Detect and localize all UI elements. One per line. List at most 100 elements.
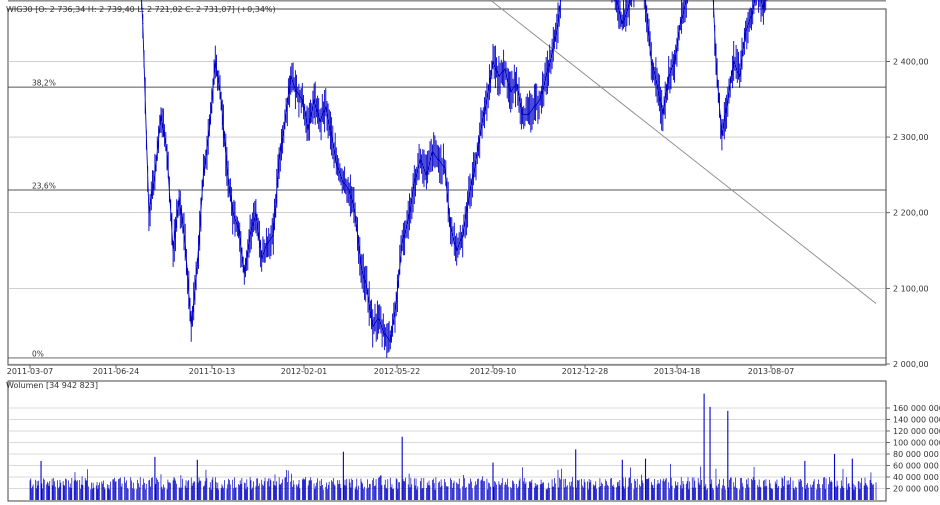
price-point bbox=[539, 98, 541, 100]
price-point bbox=[685, 0, 687, 2]
volume-y-tick-label: 60 000 000 bbox=[893, 462, 939, 471]
fib-level-label: 0% bbox=[32, 349, 44, 358]
price-point bbox=[486, 98, 488, 100]
volume-y-tick-label: 120 000 000 bbox=[893, 427, 940, 436]
price-point bbox=[166, 151, 168, 153]
price-point bbox=[178, 196, 180, 199]
price-point bbox=[313, 98, 315, 100]
price-point bbox=[474, 166, 476, 168]
volume-chart: 20 000 000 40 000 000 60 000 000 80 000 000… bbox=[6, 380, 940, 502]
price-point bbox=[154, 174, 156, 176]
price-point bbox=[360, 265, 362, 267]
price-point bbox=[290, 75, 292, 78]
price-point bbox=[498, 75, 500, 78]
price-y-tick-label: 2 200,00 bbox=[893, 209, 929, 218]
price-point bbox=[354, 212, 356, 214]
price-point bbox=[226, 166, 228, 168]
price-point bbox=[148, 212, 150, 214]
price-point bbox=[196, 265, 198, 267]
price-point bbox=[331, 136, 333, 138]
volume-y-tick-label: 160 000 000 bbox=[893, 404, 940, 413]
price-point bbox=[261, 257, 263, 259]
price-point bbox=[762, 7, 764, 10]
price-point bbox=[184, 242, 186, 244]
volume-frame bbox=[7, 380, 887, 502]
price-point bbox=[383, 333, 386, 335]
price-header: WIG30 [O: 2 736,34 H: 2 739,40 L: 2 721,… bbox=[6, 5, 276, 14]
price-y-axis: 2 000,00 2 100,00 2 200,00 2 300,00 2 400,00… bbox=[886, 57, 929, 369]
price-point bbox=[366, 287, 368, 289]
price-y-tick-label: 2 100,00 bbox=[893, 284, 929, 293]
price-point bbox=[627, 7, 629, 10]
price-y-tick-label: 2 400,00 bbox=[893, 57, 929, 66]
price-point bbox=[527, 113, 530, 115]
price-point bbox=[413, 181, 415, 184]
price-point bbox=[510, 91, 512, 93]
price-point bbox=[533, 106, 535, 108]
price-point bbox=[650, 60, 652, 63]
price-point bbox=[208, 128, 211, 131]
price-point bbox=[419, 159, 421, 161]
price-point bbox=[727, 98, 729, 100]
price-point bbox=[407, 219, 409, 221]
x-tick-label: 2012-09-10 bbox=[470, 367, 517, 376]
price-point bbox=[468, 196, 470, 199]
price-point bbox=[237, 227, 240, 229]
price-series bbox=[141, 0, 768, 358]
price-point bbox=[462, 234, 464, 236]
volume-y-tick-label: 40 000 000 bbox=[893, 473, 939, 482]
price-point bbox=[504, 68, 506, 70]
price-point bbox=[172, 249, 174, 252]
volume-y-tick-label: 20 000 000 bbox=[893, 485, 939, 494]
price-gridlines bbox=[8, 61, 886, 365]
price-point bbox=[443, 166, 446, 168]
price-point bbox=[557, 22, 559, 25]
price-point bbox=[389, 340, 391, 342]
price-point bbox=[319, 121, 321, 123]
price-point bbox=[307, 128, 309, 131]
price-point bbox=[266, 242, 269, 244]
price-point bbox=[679, 22, 681, 25]
price-point bbox=[278, 159, 280, 161]
fib-level-label: 23,6% bbox=[32, 182, 56, 191]
price-point bbox=[249, 234, 251, 236]
price-point bbox=[739, 75, 741, 78]
price-point bbox=[450, 227, 452, 229]
price-point bbox=[425, 174, 428, 176]
price-point bbox=[721, 136, 723, 138]
volume-y-axis: 20 000 000 40 000 000 60 000 000 80 000 000… bbox=[886, 404, 940, 494]
x-axis: 2011-03-07 2011-06-24 2011-10-13 2012-02-01… bbox=[7, 365, 795, 376]
price-point bbox=[437, 159, 440, 161]
price-point bbox=[644, 0, 647, 2]
price-point bbox=[545, 75, 547, 78]
volume-y-tick-label: 100 000 000 bbox=[893, 439, 940, 448]
price-point bbox=[220, 98, 222, 100]
x-tick-label: 2011-03-07 bbox=[7, 367, 54, 376]
price-point bbox=[516, 83, 518, 85]
x-tick-label: 2013-04-18 bbox=[654, 367, 701, 376]
price-point bbox=[662, 113, 664, 115]
price-point bbox=[348, 189, 350, 191]
price-point bbox=[673, 60, 676, 63]
x-tick-label: 2013-08-07 bbox=[748, 367, 795, 376]
price-point bbox=[480, 128, 482, 131]
trendline bbox=[489, 0, 877, 304]
x-tick-label: 2011-10-13 bbox=[189, 367, 236, 376]
price-point bbox=[401, 242, 403, 244]
price-point bbox=[615, 0, 618, 2]
price-point bbox=[521, 113, 524, 115]
price-point bbox=[551, 53, 553, 55]
price-point bbox=[336, 166, 339, 168]
trendline-segment bbox=[489, 0, 877, 304]
volume-y-tick-label: 80 000 000 bbox=[893, 450, 939, 459]
price-point bbox=[668, 75, 670, 78]
price-chart: 76,4%61,8%50%38,2%23,6%0% abc 2 000,002 … bbox=[6, 0, 929, 376]
fib-level-label: 38,2% bbox=[32, 79, 56, 88]
price-point bbox=[255, 212, 257, 214]
volume-header: Wolumen [34 942 823] bbox=[6, 381, 98, 390]
price-point bbox=[456, 249, 458, 252]
price-point bbox=[744, 30, 747, 32]
price-point bbox=[377, 318, 380, 320]
price-point bbox=[715, 60, 717, 63]
volume-y-tick-label: 140 000 000 bbox=[893, 416, 940, 425]
